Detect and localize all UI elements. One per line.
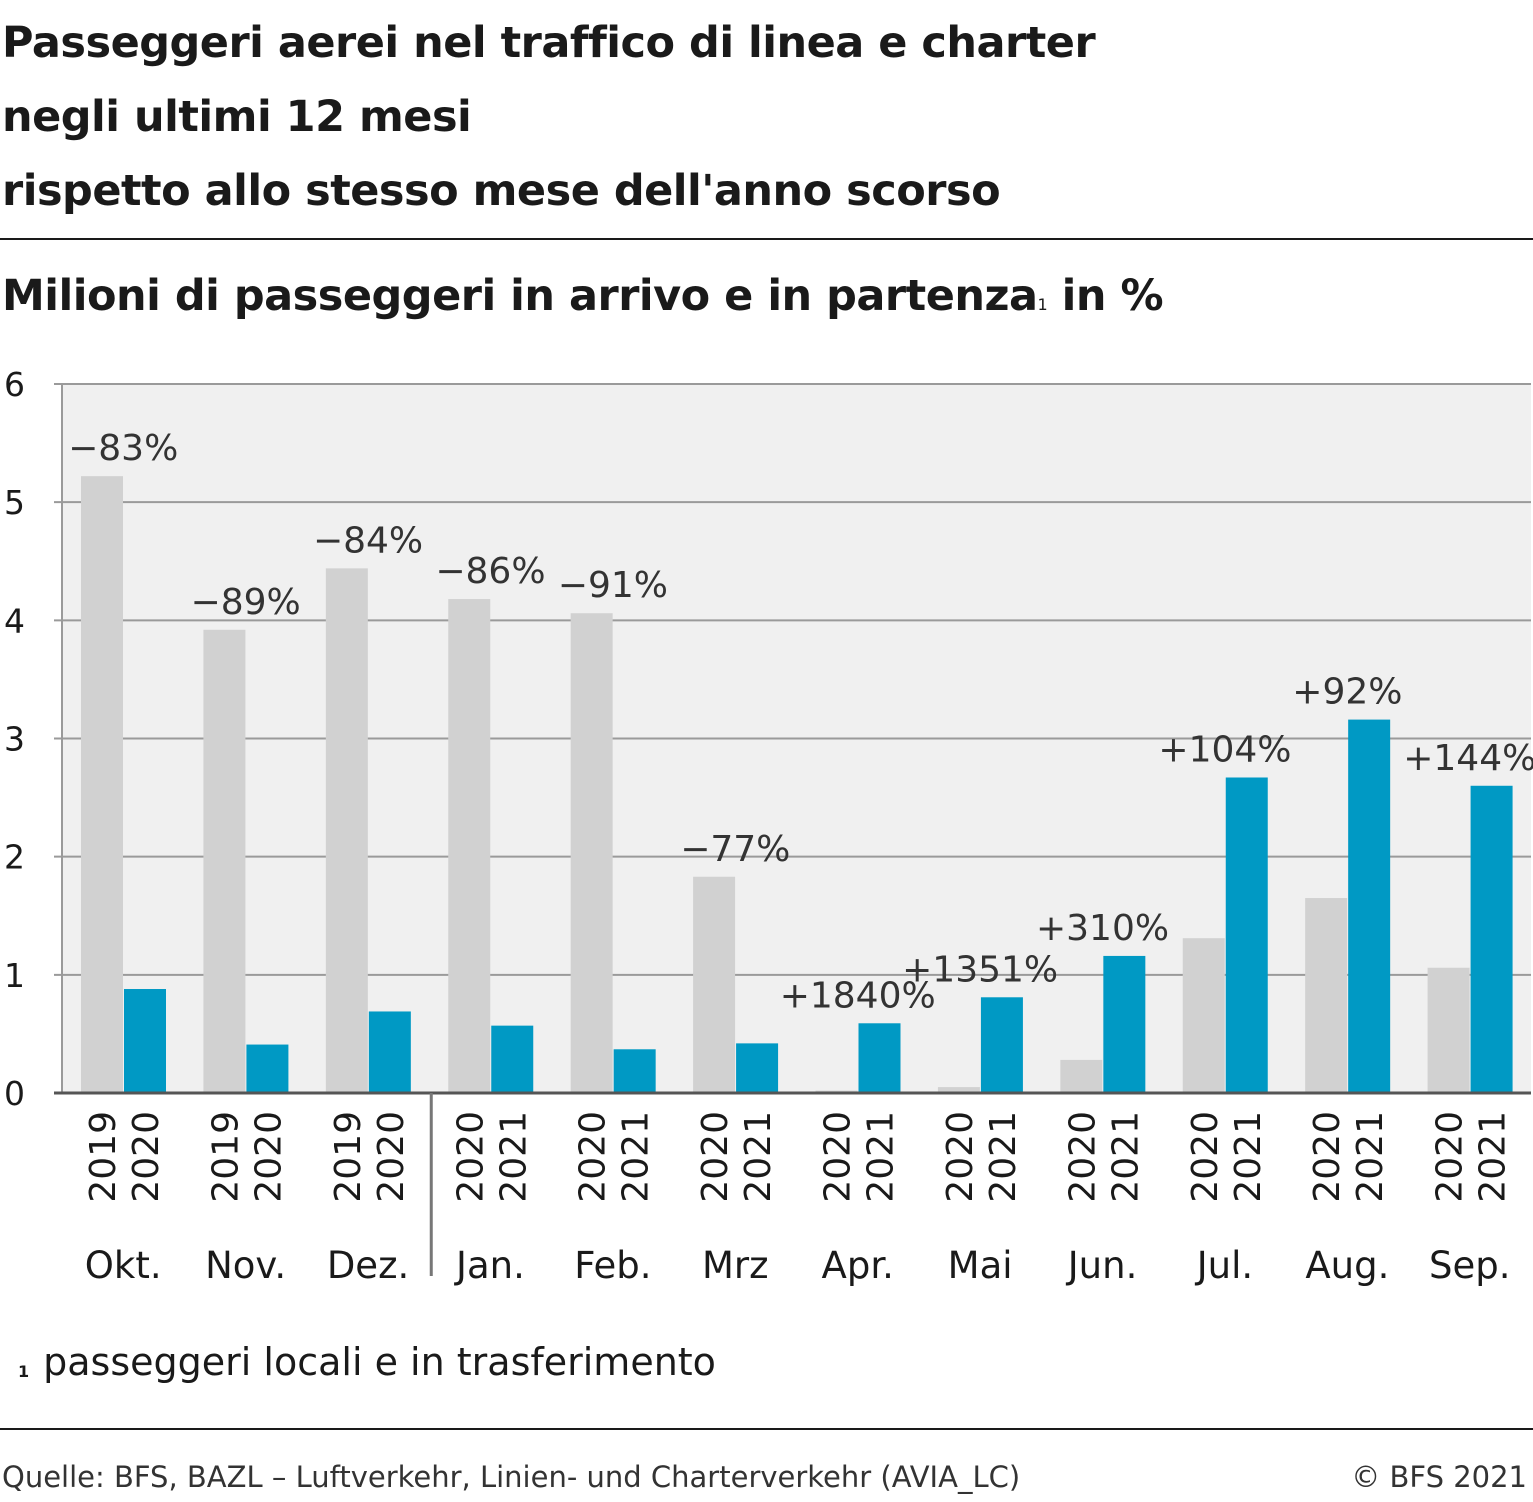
bar-previous-year bbox=[937, 1087, 980, 1093]
bar-previous-year bbox=[81, 476, 123, 1093]
percent-change-label: −83% bbox=[68, 428, 178, 469]
y-tick-label: 3 bbox=[4, 720, 25, 759]
month-label: Jul. bbox=[1195, 1244, 1253, 1287]
month-label: Dez. bbox=[327, 1244, 409, 1287]
y-tick-label: 2 bbox=[4, 838, 25, 877]
bar-current-year bbox=[491, 1025, 534, 1093]
year-tick-label: 2020 bbox=[1307, 1111, 1348, 1203]
percent-change-label: +310% bbox=[1036, 908, 1169, 949]
year-tick-label: 2021 bbox=[1473, 1111, 1514, 1203]
bar-previous-year bbox=[1305, 898, 1348, 1093]
year-tick-label: 2020 bbox=[371, 1111, 412, 1203]
bar-previous-year bbox=[1182, 938, 1225, 1093]
year-tick-label: 2021 bbox=[1105, 1111, 1146, 1203]
percent-change-label: +1840% bbox=[780, 975, 936, 1016]
month-label: Jun. bbox=[1066, 1244, 1138, 1287]
bar-current-year bbox=[1103, 955, 1146, 1093]
year-tick-label: 2021 bbox=[983, 1111, 1024, 1203]
bar-current-year bbox=[613, 1049, 656, 1093]
year-tick-label: 2020 bbox=[940, 1111, 981, 1203]
year-tick-label: 2021 bbox=[616, 1111, 657, 1203]
bar-current-year bbox=[246, 1044, 289, 1093]
percent-change-label: −77% bbox=[680, 829, 790, 870]
month-label: Sep. bbox=[1429, 1244, 1511, 1287]
month-label: Jan. bbox=[454, 1244, 525, 1287]
year-tick-label: 2019 bbox=[328, 1111, 369, 1203]
year-tick-label: 2020 bbox=[1430, 1111, 1471, 1203]
bar-previous-year bbox=[203, 629, 246, 1093]
bar-current-year bbox=[858, 1023, 901, 1093]
percent-change-label: −91% bbox=[558, 565, 668, 606]
footer-divider bbox=[0, 1428, 1533, 1430]
percent-change-label: +92% bbox=[1292, 672, 1402, 713]
bar-previous-year bbox=[570, 613, 613, 1093]
footnote: 1 passeggeri locali e in trasferimento bbox=[18, 1340, 716, 1384]
year-tick-label: 2021 bbox=[1350, 1111, 1391, 1203]
bar-current-year bbox=[368, 1011, 411, 1093]
year-tick-label: 2021 bbox=[861, 1111, 902, 1203]
year-tick-label: 2019 bbox=[205, 1111, 246, 1203]
bar-current-year bbox=[736, 1043, 779, 1093]
year-tick-label: 2020 bbox=[126, 1111, 167, 1203]
percent-change-label: +104% bbox=[1158, 729, 1291, 770]
year-tick-label: 2021 bbox=[738, 1111, 779, 1203]
bar-current-year bbox=[1348, 719, 1391, 1093]
month-label: Aug. bbox=[1305, 1244, 1389, 1287]
percent-change-label: −89% bbox=[191, 582, 301, 623]
y-tick-label: 6 bbox=[4, 365, 25, 404]
bar-previous-year bbox=[693, 876, 736, 1093]
percent-change-label: +144% bbox=[1403, 738, 1533, 779]
year-tick-label: 2020 bbox=[248, 1111, 289, 1203]
year-tick-label: 2020 bbox=[818, 1111, 859, 1203]
chart-subtitle: Milioni di passeggeri in arrivo e in par… bbox=[2, 266, 1164, 335]
year-tick-label: 2021 bbox=[493, 1111, 534, 1203]
copyright: © BFS 2021 bbox=[1351, 1460, 1527, 1494]
year-tick-label: 2020 bbox=[1185, 1111, 1226, 1203]
subtitle-main: Milioni di passeggeri in arrivo e in par… bbox=[2, 271, 1038, 321]
y-tick-label: 4 bbox=[4, 601, 25, 640]
y-tick-label: 1 bbox=[4, 956, 25, 995]
month-label: Feb. bbox=[574, 1244, 651, 1287]
month-label: Mrz bbox=[702, 1244, 769, 1287]
title-divider bbox=[0, 238, 1533, 240]
bar-current-year bbox=[980, 997, 1023, 1093]
footnote-mark: 1 bbox=[18, 1362, 30, 1381]
chart-title: Passeggeri aerei nel traffico di linea e… bbox=[2, 6, 1502, 228]
month-label: Nov. bbox=[205, 1244, 286, 1287]
year-tick-label: 2019 bbox=[83, 1111, 124, 1203]
subtitle-tail: in % bbox=[1047, 271, 1164, 321]
year-tick-label: 2020 bbox=[695, 1111, 736, 1203]
percent-change-label: +1351% bbox=[902, 949, 1058, 990]
subtitle-footnote-mark: 1 bbox=[1037, 295, 1048, 314]
year-tick-label: 2020 bbox=[1062, 1111, 1103, 1203]
bar-current-year bbox=[1225, 777, 1268, 1093]
month-label: Okt. bbox=[85, 1244, 162, 1287]
bar-current-year bbox=[1470, 785, 1513, 1093]
title-line-1: Passeggeri aerei nel traffico di linea e… bbox=[2, 18, 1096, 68]
year-tick-label: 2020 bbox=[573, 1111, 614, 1203]
y-tick-label: 0 bbox=[4, 1074, 25, 1113]
title-line-2: negli ultimi 12 mesi bbox=[2, 92, 472, 142]
bar-previous-year bbox=[1427, 967, 1470, 1093]
year-tick-label: 2020 bbox=[450, 1111, 491, 1203]
bar-previous-year bbox=[448, 599, 491, 1093]
title-line-3: rispetto allo stesso mese dell'anno scor… bbox=[2, 166, 1001, 216]
bar-previous-year bbox=[325, 568, 368, 1093]
percent-change-label: −86% bbox=[435, 551, 545, 592]
bar-current-year bbox=[124, 989, 166, 1093]
month-label: Apr. bbox=[822, 1244, 894, 1287]
bar-previous-year bbox=[1060, 1059, 1103, 1093]
source-note: Quelle: BFS, BAZL – Luftverkehr, Linien-… bbox=[2, 1460, 1021, 1494]
y-tick-label: 5 bbox=[4, 483, 25, 522]
year-tick-label: 2021 bbox=[1228, 1111, 1269, 1203]
percent-change-label: −84% bbox=[313, 520, 423, 561]
month-label: Mai bbox=[948, 1244, 1013, 1287]
footnote-text: passeggeri locali e in trasferimento bbox=[43, 1340, 716, 1384]
